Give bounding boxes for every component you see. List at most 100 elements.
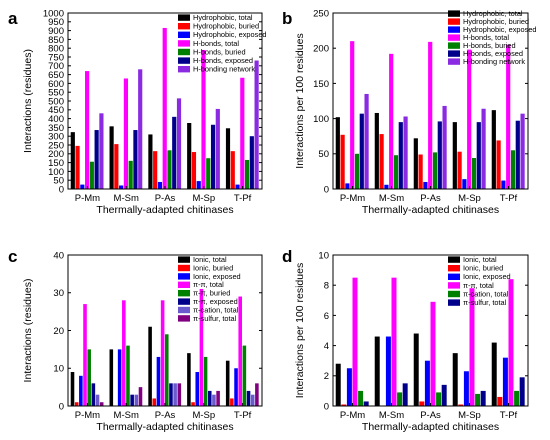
bar-P-As-7 xyxy=(442,105,447,189)
bar-P-Mm-6 xyxy=(363,401,369,406)
bar-M-Sm-5 xyxy=(126,345,130,406)
legend-label: π-π, exposed xyxy=(193,297,238,306)
legend-swatch xyxy=(178,48,190,56)
bar-P-As-1 xyxy=(148,134,153,189)
panel-letter-a: a xyxy=(8,9,18,28)
y-tick-label: 50 xyxy=(318,149,329,160)
bar-T-Pf-1 xyxy=(491,110,496,189)
y-axis-title: Interactions per 100 residues xyxy=(294,33,306,168)
y-tick-label: 650 xyxy=(48,70,64,81)
bar-M-Sp-1 xyxy=(187,123,192,189)
x-tick-label: P-As xyxy=(155,410,176,421)
bar-T-Pf-2 xyxy=(496,140,501,189)
legend-label: Ionic, exposed xyxy=(463,272,511,281)
y-tick-label: 0 xyxy=(324,184,329,195)
bar-M-Sm-8 xyxy=(138,387,143,407)
y-axis-title: Interactions (residues) xyxy=(22,49,34,153)
legend-label: π-sulfur, total xyxy=(463,298,507,307)
bar-P-Mm-5 xyxy=(87,349,91,407)
bar-T-Pf-7 xyxy=(520,113,525,189)
bar-P-Mm-4 xyxy=(352,277,358,406)
y-tick-label: 500 xyxy=(48,96,64,107)
y-tick-label: 0 xyxy=(324,401,329,412)
bar-M-Sp-6 xyxy=(476,122,481,189)
panel-letter-b: b xyxy=(282,9,292,28)
legend-label: Hydrophobic, exposed xyxy=(193,30,267,39)
bar-M-Sm-1 xyxy=(109,126,114,189)
bar-T-Pf-2 xyxy=(230,151,235,189)
bar-T-Pf-4 xyxy=(240,77,245,189)
bar-P-As-2 xyxy=(152,398,157,406)
legend-swatch xyxy=(178,281,190,288)
bar-M-Sp-2 xyxy=(191,402,195,406)
x-axis-title: Thermally-adapted chitinases xyxy=(362,204,499,216)
x-tick-label: P-As xyxy=(155,193,176,204)
bar-M-Sm-4 xyxy=(123,78,128,189)
bar-T-Pf-7 xyxy=(254,60,259,189)
y-tick-label: 20 xyxy=(53,326,64,337)
x-tick-label: M-Sp xyxy=(192,410,215,421)
x-axis-title: Thermally-adapted chitinases xyxy=(362,421,499,433)
legend-label: H-bonds, total xyxy=(463,33,509,42)
x-tick-label: P-As xyxy=(420,193,441,204)
y-tick-label: 300 xyxy=(48,132,64,143)
y-tick-label: 450 xyxy=(48,105,64,116)
bar-T-Pf-7 xyxy=(250,394,255,406)
bar-P-Mm-2 xyxy=(75,145,80,189)
y-tick-label: 10 xyxy=(53,364,64,375)
bar-P-As-4 xyxy=(162,27,167,190)
bar-T-Pf-3 xyxy=(235,184,240,189)
legend-label: H-bonds, exposed xyxy=(193,56,253,65)
panel-a: a 050100150200250300350400450500550600650… xyxy=(8,8,267,216)
bar-M-Sp-6 xyxy=(210,124,216,189)
bars xyxy=(335,277,525,406)
bar-P-As-6 xyxy=(172,116,177,189)
bar-T-Pf-6 xyxy=(515,120,520,189)
legend-swatch xyxy=(178,31,190,38)
bar-P-As-2 xyxy=(419,401,425,406)
legend-swatch xyxy=(448,290,460,298)
legend-swatch xyxy=(448,273,460,280)
y-tick-label: 0 xyxy=(59,184,64,195)
y-tick-label: 2 xyxy=(324,371,329,382)
x-tick-label: M-Sp xyxy=(458,410,481,421)
bar-P-Mm-2 xyxy=(74,402,79,406)
bar-T-Pf-6 xyxy=(249,136,254,189)
bar-M-Sm-3 xyxy=(119,185,124,189)
bar-T-Pf-5 xyxy=(514,390,520,406)
legend-label: H-bonds, buried xyxy=(193,47,246,56)
legend-label: π-cation, total xyxy=(463,289,509,298)
bar-T-Pf-2 xyxy=(497,396,503,406)
bar-P-As-1 xyxy=(148,326,152,406)
bar-M-Sm-4 xyxy=(122,300,126,406)
x-tick-label: T-Pf xyxy=(500,193,518,204)
legend-label: π-π, buried xyxy=(193,289,230,298)
legend-label: Ionic, buried xyxy=(463,264,503,273)
bar-M-Sp-6 xyxy=(480,390,486,406)
legend-label: π-π, total xyxy=(463,281,494,290)
bar-P-Mm-6 xyxy=(91,383,96,406)
bar-M-Sm-1 xyxy=(374,336,380,406)
panel-b: b 0 50 100 150 200 250 P-Mm M-Sm P-As M-Sp T-PfTher… xyxy=(282,8,537,216)
bar-P-As-6 xyxy=(169,383,173,406)
legend-swatch xyxy=(448,299,460,306)
bar-M-Sp-6 xyxy=(207,390,212,406)
legend-swatch xyxy=(448,26,460,33)
bar-P-As-5 xyxy=(165,334,169,406)
bar-P-As-2 xyxy=(418,154,423,189)
bar-P-Mm-6 xyxy=(94,130,99,189)
bar-P-Mm-3 xyxy=(345,183,350,189)
bar-T-Pf-1 xyxy=(225,128,231,189)
bar-M-Sp-7 xyxy=(215,108,220,189)
bars xyxy=(70,288,259,407)
y-tick-label: 150 xyxy=(48,158,64,169)
bar-M-Sm-3 xyxy=(385,336,391,406)
y-tick-label: 850 xyxy=(48,35,64,46)
x-tick-label: T-Pf xyxy=(234,410,252,421)
x-tick-label: M-Sp xyxy=(458,193,481,204)
legend-label: Hydrophobic, total xyxy=(463,9,523,18)
bar-T-Pf-3 xyxy=(234,368,238,406)
